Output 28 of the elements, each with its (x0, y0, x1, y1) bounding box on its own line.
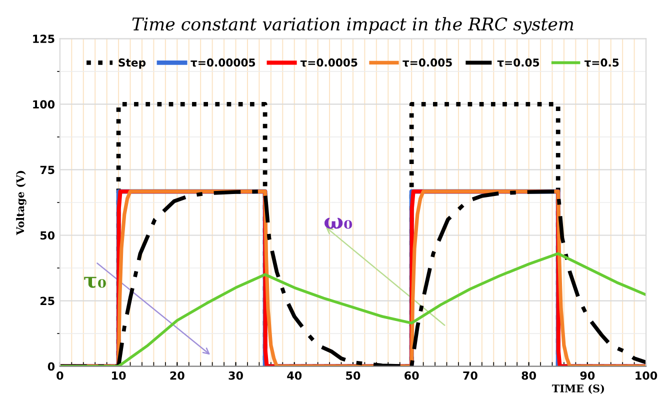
y-tick-label: 75 (40, 166, 54, 174)
x-tick-label: 80 (522, 371, 536, 380)
chart-title: Time constant variation impact in the RRC system (132, 17, 574, 34)
x-tick-label: 0 (56, 371, 64, 380)
x-tick-label: 100 (636, 371, 658, 380)
x-tick-label: 20 (170, 371, 184, 380)
y-tick-label: 25 (40, 296, 54, 306)
x-tick-label: 70 (463, 371, 478, 380)
x-tick-label: 40 (287, 371, 302, 380)
annotation: τ₀ (84, 276, 106, 288)
y-tick-label: 0 (48, 362, 55, 371)
legend-label: τ=0.5 (584, 58, 619, 67)
x-tick-label: 60 (404, 371, 419, 380)
y-axis-title: Voltage (V) (16, 170, 26, 236)
legend-label: τ=0.00005 (190, 58, 256, 67)
x-tick-label: 90 (580, 371, 595, 380)
legend-label: Step (118, 58, 146, 69)
x-axis-title: TIME (S) (552, 384, 604, 394)
legend-label: τ=0.05 (497, 58, 540, 67)
y-tick-label: 50 (40, 231, 55, 240)
legend-label: τ=0.005 (402, 58, 452, 67)
x-tick-label: 30 (228, 371, 243, 380)
annotation: ω₀ (324, 218, 352, 229)
y-tick-label: 100 (33, 100, 55, 109)
x-tick-label: 10 (112, 371, 126, 380)
legend-label: τ=0.0005 (300, 58, 358, 67)
x-tick-label: 50 (346, 371, 360, 380)
y-tick-label: 125 (33, 34, 54, 44)
